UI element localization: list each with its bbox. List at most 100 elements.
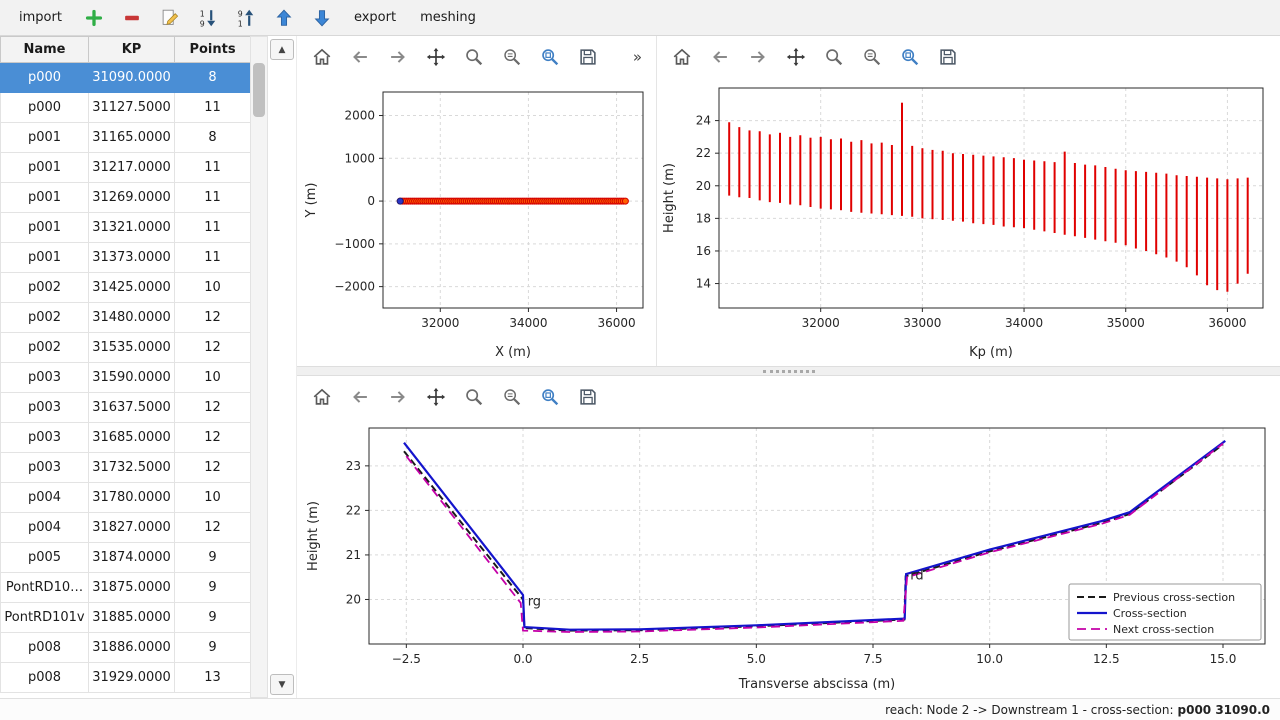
move-up-button[interactable] (271, 5, 297, 31)
table-cell: 9 (175, 573, 251, 603)
table-row[interactable]: p00531874.00009 (1, 543, 251, 573)
pan-button[interactable] (783, 44, 809, 70)
table-row[interactable]: p00331590.000010 (1, 363, 251, 393)
table-row[interactable]: p00131217.000011 (1, 153, 251, 183)
customize-button[interactable] (897, 44, 923, 70)
table-cell: 31269.0000 (89, 183, 175, 213)
subplots-button[interactable] (859, 44, 885, 70)
table-scrollbar[interactable] (250, 36, 268, 698)
forward-icon (747, 46, 769, 68)
sort-descending-button[interactable]: 91 (233, 5, 259, 31)
table-row[interactable]: p00431780.000010 (1, 483, 251, 513)
subplots-button[interactable] (499, 44, 525, 70)
table-row[interactable]: p00131373.000011 (1, 243, 251, 273)
table-cell: 31217.0000 (89, 153, 175, 183)
forward-icon (387, 46, 409, 68)
remove-button[interactable] (119, 5, 145, 31)
status-cross-section-value: p000 31090.0 (1178, 703, 1270, 717)
save-button[interactable] (935, 44, 961, 70)
table-scrollbar-thumb[interactable] (253, 63, 265, 117)
column-header-points[interactable]: Points (175, 37, 251, 63)
home-button[interactable] (309, 44, 335, 70)
import-button[interactable]: import (14, 7, 67, 28)
table-row[interactable]: p00231425.000010 (1, 273, 251, 303)
customize-button[interactable] (537, 44, 563, 70)
table-cell: 31637.5000 (89, 393, 175, 423)
svg-text:Cross-section: Cross-section (1113, 607, 1187, 620)
forward-button[interactable] (385, 384, 411, 410)
subplots-button[interactable] (499, 384, 525, 410)
svg-text:20: 20 (696, 179, 711, 193)
table-cell: 11 (175, 153, 251, 183)
table-cell: 31732.5000 (89, 453, 175, 483)
back-button[interactable] (347, 44, 373, 70)
table-row[interactable]: p00231535.000012 (1, 333, 251, 363)
panel-scroll-buttons: ▲ ▼ (268, 36, 296, 698)
svg-text:14: 14 (696, 277, 711, 291)
table-row[interactable]: p00231480.000012 (1, 303, 251, 333)
plan-view-plot[interactable]: 320003400036000−2000−1000010002000X (m)Y… (297, 78, 655, 366)
table-row[interactable]: p00131269.000011 (1, 183, 251, 213)
table-row[interactable]: p00831929.000013 (1, 663, 251, 693)
scroll-down-button[interactable]: ▼ (270, 674, 294, 695)
svg-text:2.5: 2.5 (630, 652, 649, 666)
table-cell: p003 (1, 393, 89, 423)
toolbar-overflow-indicator[interactable]: » (633, 48, 644, 66)
horizontal-splitter[interactable] (297, 366, 1280, 376)
save-icon (937, 46, 959, 68)
save-icon (577, 46, 599, 68)
export-button[interactable]: export (349, 7, 401, 28)
home-button[interactable] (669, 44, 695, 70)
move-down-button[interactable] (309, 5, 335, 31)
table-row[interactable]: PontRD101v31885.00009 (1, 603, 251, 633)
svg-text:16: 16 (696, 244, 711, 258)
table-cell: 31165.0000 (89, 123, 175, 153)
table-row[interactable]: p00431827.000012 (1, 513, 251, 543)
longitudinal-profile-toolbar (657, 36, 1280, 78)
svg-text:Y (m): Y (m) (304, 183, 319, 219)
table-cell: 12 (175, 453, 251, 483)
back-button[interactable] (347, 384, 373, 410)
zoom-icon (463, 386, 485, 408)
svg-text:0: 0 (367, 194, 375, 208)
save-button[interactable] (575, 44, 601, 70)
table-row[interactable]: PontRD10…31875.00009 (1, 573, 251, 603)
home-button[interactable] (309, 384, 335, 410)
cross-section-plot[interactable]: rgrdPrevious cross-sectionCross-sectionN… (297, 418, 1280, 698)
column-header-kp[interactable]: KP (89, 37, 175, 63)
add-button[interactable] (81, 5, 107, 31)
svg-text:22: 22 (696, 146, 711, 160)
table-row[interactable]: p00131165.00008 (1, 123, 251, 153)
table-row[interactable]: p00131321.000011 (1, 213, 251, 243)
edit-button[interactable] (157, 5, 183, 31)
svg-text:2000: 2000 (344, 109, 375, 123)
svg-text:1: 1 (238, 19, 243, 28)
save-button[interactable] (575, 384, 601, 410)
table-row[interactable]: p00331685.000012 (1, 423, 251, 453)
forward-button[interactable] (745, 44, 771, 70)
pan-button[interactable] (423, 44, 449, 70)
back-icon (709, 46, 731, 68)
column-header-name[interactable]: Name (1, 37, 89, 63)
move-down-icon (311, 7, 333, 29)
table-row[interactable]: p00331637.500012 (1, 393, 251, 423)
zoom-button[interactable] (461, 384, 487, 410)
table-row[interactable]: p00031090.00008 (1, 63, 251, 93)
svg-text:Transverse abscissa (m): Transverse abscissa (m) (738, 677, 896, 692)
sort-ascending-button[interactable]: 19 (195, 5, 221, 31)
zoom-button[interactable] (821, 44, 847, 70)
longitudinal-profile-plot[interactable]: 3200033000340003500036000141618202224Kp … (657, 78, 1279, 366)
svg-text:1: 1 (200, 9, 205, 18)
scroll-up-button[interactable]: ▲ (270, 39, 294, 60)
table-row[interactable]: p00831886.00009 (1, 633, 251, 663)
pan-button[interactable] (423, 384, 449, 410)
customize-button[interactable] (537, 384, 563, 410)
table-cell: p008 (1, 663, 89, 693)
table-row[interactable]: p00331732.500012 (1, 453, 251, 483)
back-button[interactable] (707, 44, 733, 70)
zoom-button[interactable] (461, 44, 487, 70)
table-row[interactable]: p00031127.500011 (1, 93, 251, 123)
meshing-button[interactable]: meshing (415, 7, 481, 28)
main-toolbar: import 19 91 export meshing (0, 0, 1280, 36)
forward-button[interactable] (385, 44, 411, 70)
